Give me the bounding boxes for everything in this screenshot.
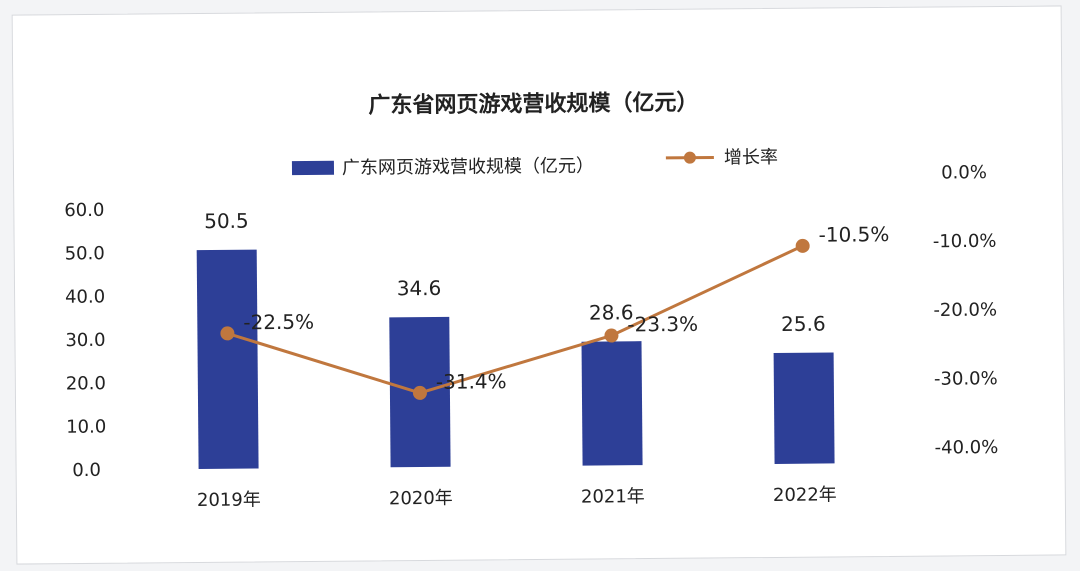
left-axis-tick-label: 30.0 [65, 330, 105, 351]
revenue-data-label: 28.6 [589, 300, 634, 324]
legend: 广东网页游戏营收规模（亿元） 增长率 [291, 147, 778, 179]
growth-data-label: -23.3% [627, 312, 698, 337]
revenue-data-label: 25.6 [781, 312, 826, 336]
growth-data-label: -31.4% [436, 369, 507, 394]
growth-data-label: -10.5% [818, 222, 889, 247]
revenue-data-label: 50.5 [204, 209, 249, 233]
revenue-bar [581, 341, 643, 466]
right-axis-tick-label: -40.0% [935, 437, 999, 459]
revenue-bar [773, 352, 835, 464]
growth-point [220, 326, 235, 341]
left-axis-tick-label: 40.0 [65, 286, 105, 307]
legend-swatch-revenue [291, 160, 335, 176]
revenue-growth-chart: 广东省网页游戏营收规模（亿元） 广东网页游戏营收规模（亿元） 增长率 0.0 10… [64, 90, 999, 511]
revenue-data-label: 34.6 [397, 276, 442, 300]
growth-line [220, 238, 810, 400]
chart-title: 广东省网页游戏营收规模（亿元） [368, 90, 698, 119]
left-axis: 0.0 10.0 20.0 30.0 40.0 50.0 60.0 [64, 200, 106, 481]
right-axis-tick-label: 0.0% [941, 162, 987, 183]
right-axis-tick-label: -10.0% [933, 231, 997, 253]
legend-marker-growth [683, 151, 696, 164]
x-axis-category-label: 2019年 [197, 489, 261, 511]
left-axis-tick-label: 20.0 [66, 373, 106, 394]
legend-label-revenue: 广东网页游戏营收规模（亿元） [342, 156, 594, 179]
revenue-bar [196, 249, 259, 469]
revenue-data-labels: 50.5 34.6 28.6 25.6 [204, 209, 826, 336]
left-axis-tick-label: 10.0 [66, 416, 106, 437]
chart-frame: 广东省网页游戏营收规模（亿元） 广东网页游戏营收规模（亿元） 增长率 0.0 10… [11, 5, 1067, 565]
growth-data-labels: -22.5% -31.4% -23.3% -10.5% [243, 222, 889, 394]
growth-point [412, 385, 427, 400]
growth-series-line [226, 244, 804, 395]
x-axis-category-label: 2020年 [389, 488, 453, 510]
x-axis-category-label: 2022年 [773, 484, 837, 506]
right-axis-tick-label: -20.0% [933, 300, 997, 322]
left-axis-tick-label: 0.0 [72, 460, 101, 481]
x-axis-category-label: 2021年 [581, 486, 645, 508]
growth-data-label: -22.5% [243, 310, 314, 335]
left-axis-tick-label: 50.0 [65, 243, 105, 264]
legend-label-growth: 增长率 [724, 147, 778, 168]
right-axis-tick-label: -30.0% [934, 368, 998, 390]
revenue-bars [196, 249, 835, 469]
right-axis: -40.0% -30.0% -20.0% -10.0% 0.0% [933, 162, 999, 459]
growth-point [604, 328, 619, 343]
left-axis-tick-label: 60.0 [64, 200, 104, 221]
growth-point [795, 238, 810, 253]
x-axis-labels: 2019年 2020年 2021年 2022年 [197, 484, 837, 511]
